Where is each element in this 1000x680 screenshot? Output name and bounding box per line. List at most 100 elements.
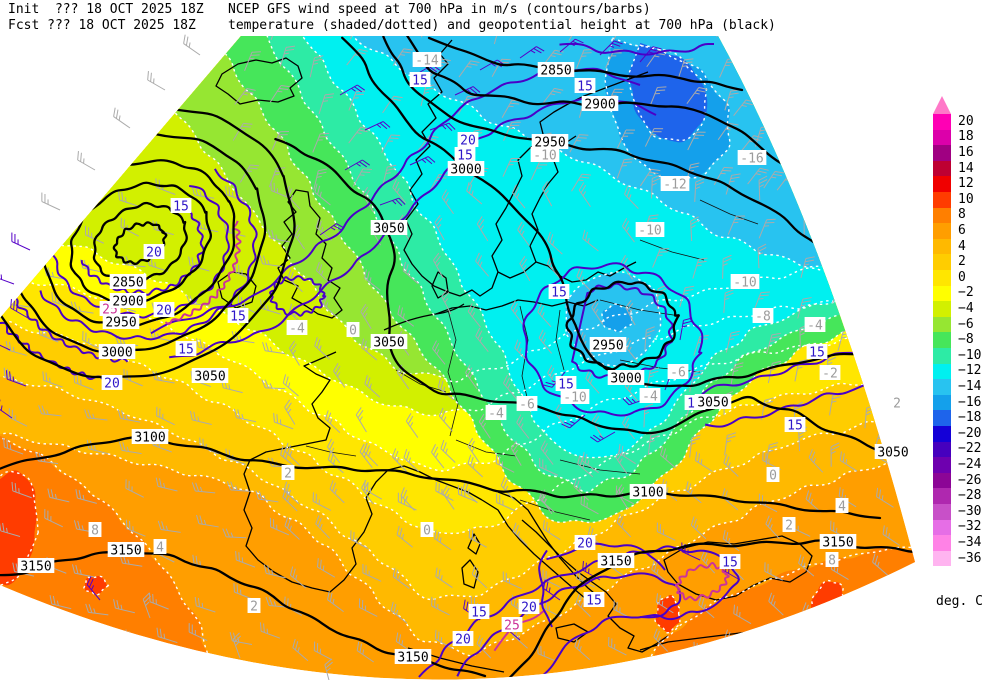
wind-barb bbox=[441, 189, 454, 215]
wind-barb bbox=[381, 134, 401, 153]
height-label: 3050 bbox=[874, 444, 912, 461]
svg-text:3050: 3050 bbox=[373, 336, 404, 351]
temperature-label: 2 bbox=[247, 598, 261, 615]
wind-barb bbox=[646, 367, 660, 391]
coastlines bbox=[215, 39, 813, 673]
svg-text:15: 15 bbox=[809, 346, 825, 361]
wind-barb bbox=[41, 192, 61, 211]
wind-barb bbox=[917, 601, 932, 623]
wind-barb bbox=[284, 517, 300, 540]
temperature-label: -4 bbox=[485, 405, 507, 422]
temperature-label: 8 bbox=[825, 552, 839, 569]
wind-barb bbox=[0, 399, 13, 419]
wind-barb bbox=[431, 444, 445, 469]
wind-barb bbox=[656, 522, 676, 541]
wind-barb bbox=[652, 248, 670, 268]
wind-barb bbox=[77, 150, 96, 171]
svg-text:-12: -12 bbox=[663, 178, 686, 193]
wind-barb bbox=[8, 408, 28, 427]
wind-barb bbox=[722, 529, 740, 552]
wind-barb bbox=[270, 36, 278, 40]
wind-barbs-edge bbox=[0, 34, 333, 680]
wind-barb bbox=[870, 173, 885, 195]
wind-barb bbox=[639, 168, 661, 187]
wind-barb bbox=[926, 136, 946, 153]
wind-barb bbox=[503, 121, 521, 141]
svg-text:3000: 3000 bbox=[450, 163, 481, 178]
map-title-line1: NCEP GFS wind speed at 700 hPa in m/s (c… bbox=[228, 2, 651, 17]
svg-text:2950: 2950 bbox=[105, 316, 136, 331]
wind-barb bbox=[235, 550, 256, 568]
wind-barb bbox=[329, 480, 345, 504]
wind-barb bbox=[616, 158, 634, 179]
temperature-label: 2 bbox=[281, 465, 295, 482]
svg-text:15: 15 bbox=[412, 74, 428, 89]
wind-barb bbox=[194, 596, 216, 613]
wind-barb bbox=[916, 558, 934, 577]
temperature-label: -8 bbox=[752, 308, 774, 325]
temperature-label: -6 bbox=[516, 396, 538, 413]
wind-barb bbox=[314, 337, 330, 360]
wind-barb bbox=[1, 591, 24, 606]
wind-barb bbox=[878, 361, 890, 385]
wind-barb bbox=[434, 529, 452, 551]
wind-barb bbox=[739, 51, 762, 68]
wind-barb bbox=[362, 563, 382, 582]
svg-text:15: 15 bbox=[230, 310, 246, 325]
wind-barb bbox=[502, 571, 522, 590]
temperature-label: 8 bbox=[88, 522, 102, 539]
temperature-label: -6 bbox=[667, 364, 689, 381]
wind-barb bbox=[233, 408, 257, 423]
wind-speed-label: 15 bbox=[719, 554, 741, 571]
wind-barb bbox=[856, 159, 875, 179]
wind-barb bbox=[405, 413, 419, 438]
svg-text:8: 8 bbox=[828, 554, 836, 569]
wind-barb bbox=[909, 522, 915, 542]
wind-barb bbox=[644, 326, 655, 350]
wind-barb bbox=[440, 439, 456, 463]
wind-speed-label: 20 bbox=[457, 132, 479, 149]
svg-text:3000: 3000 bbox=[610, 372, 641, 387]
init-time: Init ??? 18 OCT 2025 18Z bbox=[8, 2, 204, 17]
wind-barb bbox=[259, 255, 283, 268]
wind-barb bbox=[622, 415, 636, 440]
wind-barb bbox=[571, 173, 591, 192]
wind-barb bbox=[903, 245, 913, 270]
wind-barb bbox=[852, 36, 863, 38]
wind-barb bbox=[467, 437, 480, 463]
wind-barb bbox=[655, 593, 674, 614]
wind-barb bbox=[725, 173, 741, 195]
wind-barb bbox=[263, 564, 286, 579]
wind-barb bbox=[392, 567, 410, 589]
wind-barb bbox=[884, 169, 907, 186]
wind-barb bbox=[730, 362, 744, 385]
wind-barb bbox=[269, 85, 291, 103]
contour-labels: -14 -16 -12 -10 -10 -10 -8 -4 -2 2 -6 -10 -6 -4 -4 -4 0 0… bbox=[17, 52, 912, 666]
svg-text:3050: 3050 bbox=[373, 222, 404, 237]
wind-barb bbox=[125, 479, 144, 498]
svg-text:15: 15 bbox=[722, 556, 738, 571]
wind-barb bbox=[191, 482, 216, 494]
svg-text:-6: -6 bbox=[670, 366, 686, 381]
wind-barb bbox=[573, 477, 589, 501]
wind-barb bbox=[616, 513, 632, 538]
svg-text:15: 15 bbox=[558, 378, 574, 393]
wind-barb bbox=[906, 480, 915, 503]
wind-barb bbox=[724, 432, 737, 456]
wind-barb bbox=[0, 521, 21, 537]
wind-barb bbox=[255, 490, 279, 503]
wind-speed-label: 20 bbox=[101, 375, 123, 392]
height-label: 3100 bbox=[131, 429, 169, 446]
wind-barb bbox=[284, 399, 296, 425]
wind-barb bbox=[766, 332, 781, 355]
temperature-label: 0 bbox=[346, 322, 360, 339]
wind-barb bbox=[516, 414, 530, 439]
svg-text:20: 20 bbox=[156, 304, 172, 319]
temperature-label: -10 bbox=[730, 274, 760, 291]
height-label: 3150 bbox=[17, 558, 55, 575]
wind-barb bbox=[872, 553, 889, 576]
wind-barb bbox=[883, 45, 901, 66]
svg-text:20: 20 bbox=[104, 377, 120, 392]
wind-barb bbox=[574, 637, 591, 661]
